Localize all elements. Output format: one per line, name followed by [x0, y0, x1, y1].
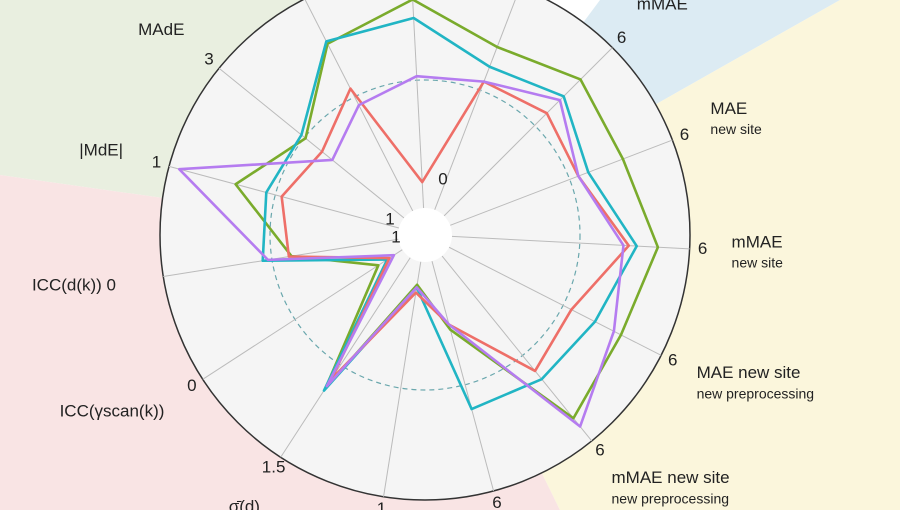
axis-label: mMAE: [637, 0, 688, 14]
spoke: [202, 249, 403, 380]
axis-tick-label: 3: [204, 50, 213, 69]
spoke: [431, 260, 495, 492]
axis-label: mMAE new site: [612, 468, 730, 487]
center-hole: [398, 208, 452, 262]
axis-tick-label: 1.5: [262, 458, 286, 477]
spoke: [280, 257, 411, 458]
axis-label: ICC(γscan(k)): [60, 401, 165, 420]
spoke: [412, 0, 425, 209]
spoke: [168, 165, 400, 229]
axis-label: MAdE: [138, 20, 184, 39]
series-line: [177, 74, 625, 428]
axis-tick-label: 6: [680, 125, 689, 144]
axis-label: ICC(d(k)) 0: [32, 275, 116, 294]
axis-sublabel: new preprocessing: [697, 385, 815, 401]
axis-sublabel: new preprocessing: [612, 490, 730, 506]
spoke: [443, 47, 613, 217]
reference-circle: [269, 79, 581, 391]
inner-tick-label: 0: [438, 169, 447, 188]
axis-label: mMAE: [732, 232, 783, 251]
spoke: [448, 246, 662, 356]
axis-tick-label: 1: [377, 499, 386, 510]
spoke: [451, 235, 690, 250]
axis-tick-label: 6: [595, 441, 604, 460]
axis-tick-label: 0: [187, 376, 196, 395]
inner-tick-label: 1: [391, 227, 400, 246]
series-line: [280, 80, 631, 381]
spoke: [218, 67, 405, 219]
spoke: [163, 238, 399, 277]
spoke: [383, 261, 422, 497]
axis-tick-label: 6: [668, 351, 677, 370]
spoke: [450, 139, 673, 226]
axis-tick-label: 6: [698, 239, 707, 258]
axis-label: σ̄(d): [229, 497, 260, 510]
spoke: [441, 255, 593, 442]
axis-sublabel: new site: [710, 121, 762, 137]
axis-tick-label: 6: [617, 28, 626, 47]
axis-tick-label: 6: [492, 493, 501, 510]
inner-tick-label: 1: [385, 209, 394, 228]
axis-label: MAE: [710, 99, 747, 118]
spoke: [434, 0, 516, 210]
axis-tick-label: 1: [152, 153, 161, 172]
axis-label: MAE new site: [697, 363, 801, 382]
axis-sublabel: new site: [732, 255, 784, 271]
axis-label: |MdE|: [79, 140, 123, 159]
